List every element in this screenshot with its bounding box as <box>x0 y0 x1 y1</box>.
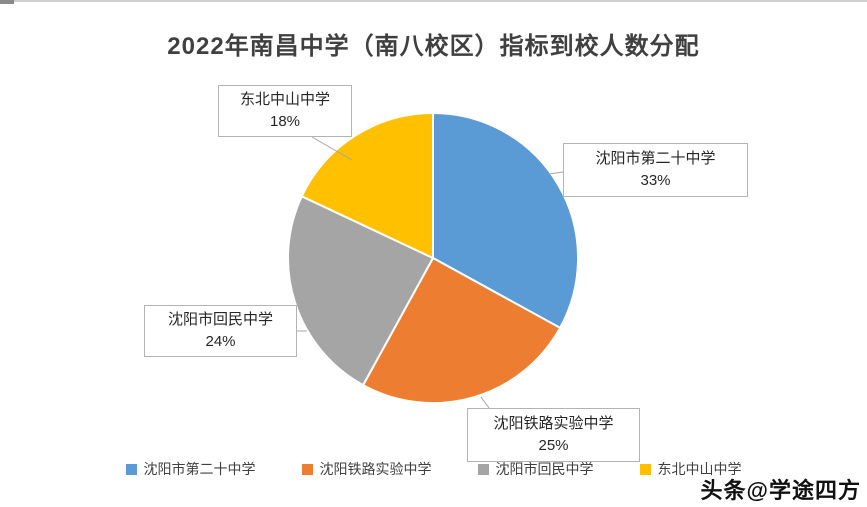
data-label-text: 东北中山中学 <box>239 91 330 108</box>
legend-label: 东北中山中学 <box>657 461 742 477</box>
leader-lines <box>297 136 564 409</box>
legend-item-no20-middle-school: 沈阳市第二十中学 <box>125 459 256 479</box>
leader-line-yellow <box>311 136 353 161</box>
data-label-railway-experimental: 沈阳铁路实验中学 25% <box>467 408 640 462</box>
data-label-text: 沈阳市回民中学 <box>167 311 273 328</box>
chart-title: 2022年南昌中学（南八校区）指标到校人数分配 <box>167 33 700 60</box>
leader-line-blue <box>548 171 564 175</box>
legend-item-northeast-zhongshan: 东北中山中学 <box>639 459 742 479</box>
legend-label: 沈阳铁路实验中学 <box>319 461 432 477</box>
data-label-northeast-zhongshan: 东北中山中学 18% <box>218 85 352 137</box>
legend-item-railway-experimental: 沈阳铁路实验中学 <box>301 459 432 479</box>
pie-slice-3 <box>300 111 434 260</box>
data-label-huimin-middle-school: 沈阳市回民中学 24% <box>144 305 297 357</box>
legend-swatch-yellow <box>639 463 651 475</box>
legend-swatch-blue <box>125 463 137 475</box>
pie-slice-1 <box>361 256 562 405</box>
legend-label: 沈阳市第二十中学 <box>143 461 256 477</box>
watermark-text: 头条@学途四方 <box>700 478 861 503</box>
leader-line-orange <box>480 396 490 409</box>
data-label-text: 沈阳铁路实验中学 <box>493 415 614 432</box>
data-label-pct: 25% <box>538 437 569 454</box>
chart-legend: 沈阳市第二十中学 沈阳铁路实验中学 沈阳市回民中学 东北中山中学 <box>0 459 867 479</box>
data-label-pct: 33% <box>640 172 671 189</box>
data-label-pct: 18% <box>269 113 301 130</box>
top-border-line <box>0 0 867 2</box>
data-label-no20-middle-school: 沈阳市第二十中学 33% <box>563 143 748 197</box>
legend-item-huimin-middle-school: 沈阳市回民中学 <box>477 459 594 479</box>
legend-label: 沈阳市回民中学 <box>495 461 594 477</box>
data-label-text: 沈阳市第二十中学 <box>595 150 716 167</box>
top-corner-mark <box>0 0 14 4</box>
legend-swatch-gray <box>477 463 489 475</box>
data-label-pct: 24% <box>205 333 236 350</box>
pie-slices <box>287 111 580 405</box>
pie-slice-2 <box>287 194 435 387</box>
pie-slice-0 <box>432 111 580 330</box>
legend-swatch-orange <box>301 463 313 475</box>
